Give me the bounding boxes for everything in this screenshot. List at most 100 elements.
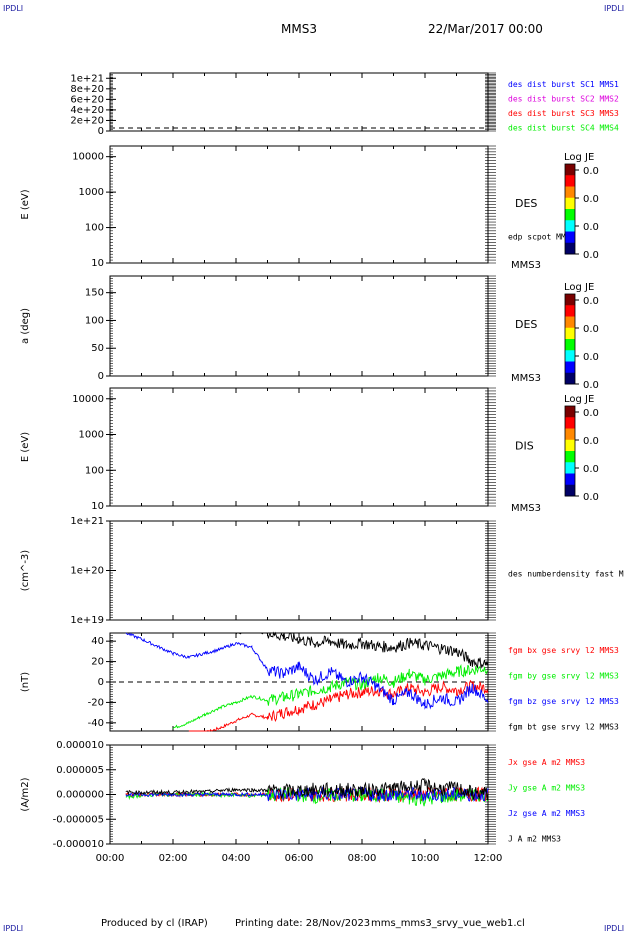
colorbar-segment xyxy=(565,406,575,418)
colorbar-segment xyxy=(565,220,575,232)
colorbar-frame xyxy=(564,405,576,497)
colorbar-segment xyxy=(565,294,575,306)
colorbar-tick-label: 0.0 xyxy=(583,194,599,205)
legend-entry: des dist burst SC3 MMS3 xyxy=(508,109,619,118)
instrument-label: DIS xyxy=(515,439,534,452)
colorbar-frame xyxy=(564,163,576,255)
y-axis-label: (cm^-3) xyxy=(20,550,31,591)
colorbar-segment xyxy=(565,231,575,244)
y-tick-label: 1000 xyxy=(79,187,104,198)
legend-entry: Jz gse A m2 MMS3 xyxy=(508,809,585,818)
colorbar-segment xyxy=(565,372,575,385)
legend-entry: fgm bt gse srvy l2 MMS3 xyxy=(508,723,619,732)
colorbar-segment xyxy=(565,197,575,210)
colorbar-segment xyxy=(565,209,575,221)
x-tick-label: 10:00 xyxy=(411,853,440,864)
series-line xyxy=(125,632,489,710)
instrument-label: DES xyxy=(515,318,537,331)
y-axis-label: a (deg) xyxy=(20,308,31,344)
legend-entry: fgm bz gse srvy l2 MMS3 xyxy=(508,697,619,706)
colorbar-segment xyxy=(565,186,575,199)
legend-entry: Jx gse A m2 MMS3 xyxy=(508,758,585,767)
legend-entry: des dist burst SC1 MMS1 xyxy=(508,80,619,89)
y-tick-label: 50 xyxy=(91,343,104,354)
sc-label: MMS3 xyxy=(511,373,541,384)
series-line xyxy=(235,631,489,669)
x-tick-label: 12:00 xyxy=(474,853,503,864)
y-axis-label: E (eV) xyxy=(20,432,31,462)
legend-entry: Jy gse A m2 MMS3 xyxy=(508,784,585,793)
y-tick-label: 1000 xyxy=(79,430,104,441)
legend-entry: des dist burst SC2 MMS2 xyxy=(508,95,619,104)
y-tick-label: 0.000005 xyxy=(56,765,104,776)
series-line xyxy=(172,663,489,730)
y-axis-label: (nT) xyxy=(20,672,31,692)
colorbar-tick-label: 0.0 xyxy=(583,380,599,391)
logo-right-bottom: IPDLI xyxy=(604,924,625,933)
colorbar-segment xyxy=(565,339,575,351)
colorbar-segment xyxy=(565,316,575,329)
panel-frame xyxy=(109,72,489,132)
y-tick-label: 4e+20 xyxy=(70,105,104,116)
colorbar-segment xyxy=(565,428,575,441)
colorbar-frame xyxy=(564,293,576,385)
y-tick-label: 1e+21 xyxy=(70,516,104,527)
y-tick-label: 8e+20 xyxy=(70,84,104,95)
series-line xyxy=(188,679,489,732)
y-tick-label: 0.000010 xyxy=(56,740,104,751)
y-tick-label: -40 xyxy=(88,718,104,729)
y-tick-label: 0 xyxy=(98,126,104,137)
instrument-label: DES xyxy=(515,197,537,210)
colorbar-segment xyxy=(565,305,575,317)
colorbar-tick-label: 0.0 xyxy=(583,436,599,447)
panel-frame xyxy=(109,275,489,377)
colorbar-tick-label: 0.0 xyxy=(583,408,599,419)
colorbar-segment xyxy=(565,473,575,486)
produced-by: Produced by cl (IRAP) xyxy=(101,918,208,929)
colorbar-segment xyxy=(565,350,575,362)
legend-entry: des numberdensity fast M xyxy=(508,570,624,579)
y-tick-label: 100 xyxy=(85,465,104,476)
y-tick-label: 6e+20 xyxy=(70,94,104,105)
y-tick-label: -0.000010 xyxy=(53,839,104,850)
legend-entry: fgm by gse srvy l2 MMS3 xyxy=(508,672,619,681)
y-tick-label: 1e+21 xyxy=(70,73,104,84)
logo-left-bottom: IPDLI xyxy=(3,924,24,933)
y-tick-label: 20 xyxy=(91,657,104,668)
colorbar-segment xyxy=(565,417,575,429)
colorbar-segment xyxy=(565,361,575,374)
y-tick-label: 40 xyxy=(91,636,104,647)
logo-right-top: IPDLI xyxy=(604,4,625,13)
panel-frame xyxy=(109,387,489,507)
y-tick-label: 2e+20 xyxy=(70,115,104,126)
y-tick-label: 10 xyxy=(91,258,104,269)
y-tick-label: 100 xyxy=(85,315,104,326)
y-tick-label: 10 xyxy=(91,501,104,512)
y-tick-label: 0 xyxy=(98,677,104,688)
colorbar-tick-label: 0.0 xyxy=(583,464,599,475)
colorbar-segment xyxy=(565,439,575,452)
y-tick-label: 150 xyxy=(85,288,104,299)
colorbar-tick-label: 0.0 xyxy=(583,324,599,335)
logo-left-top: IPDLI xyxy=(3,4,24,13)
colorbar-title: Log JE xyxy=(564,394,594,405)
sc-label: MMS3 xyxy=(511,503,541,514)
colorbar-segment xyxy=(565,462,575,474)
y-axis-label: E (eV) xyxy=(20,189,31,219)
colorbar-tick-label: 0.0 xyxy=(583,222,599,233)
colorbar-title: Log JE xyxy=(564,152,594,163)
colorbar-segment xyxy=(565,451,575,463)
y-tick-label: -0.000005 xyxy=(53,814,104,825)
x-tick-label: 00:00 xyxy=(96,853,125,864)
colorbar-title: Log JE xyxy=(564,282,594,293)
spacecraft-title: MMS3 xyxy=(281,22,317,36)
panel-frame xyxy=(109,520,489,621)
colorbar-tick-label: 0.0 xyxy=(583,250,599,261)
date-title: 22/Mar/2017 00:00 xyxy=(428,22,543,36)
x-tick-label: 02:00 xyxy=(159,853,188,864)
x-tick-label: 06:00 xyxy=(285,853,314,864)
y-tick-label: 0.000000 xyxy=(56,790,104,801)
legend-entry: J A m2 MMS3 xyxy=(508,835,561,844)
colorbar-tick-label: 0.0 xyxy=(583,296,599,307)
